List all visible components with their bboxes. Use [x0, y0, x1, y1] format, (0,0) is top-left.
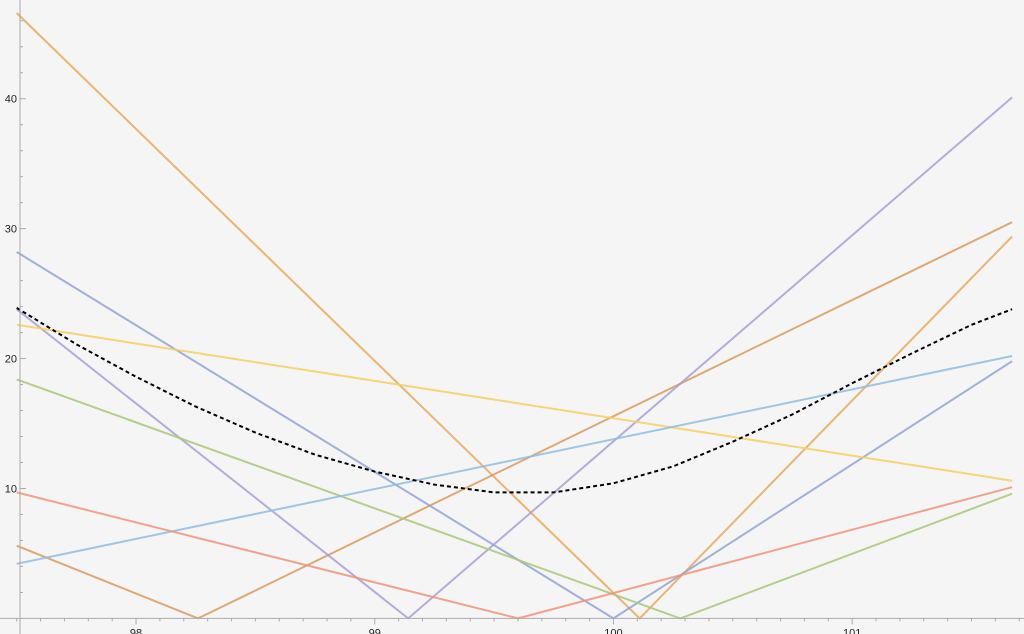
y-tick-label: 10	[5, 483, 17, 495]
y-tick-label: 30	[5, 224, 17, 236]
series-line-mean	[16, 307, 1013, 494]
y-tick-label: 40	[5, 94, 17, 106]
x-tick-label: 101	[843, 627, 861, 634]
y-tick-label: 20	[5, 354, 17, 366]
series-line-5	[16, 323, 1013, 482]
x-tick-label: 100	[604, 627, 622, 634]
ticks-layer: 98 99 100 101 10 20 30 40	[5, 20, 1020, 634]
series-line-7	[16, 355, 1013, 565]
x-tick-label: 98	[130, 627, 142, 634]
x-tick-label: 99	[369, 627, 381, 634]
